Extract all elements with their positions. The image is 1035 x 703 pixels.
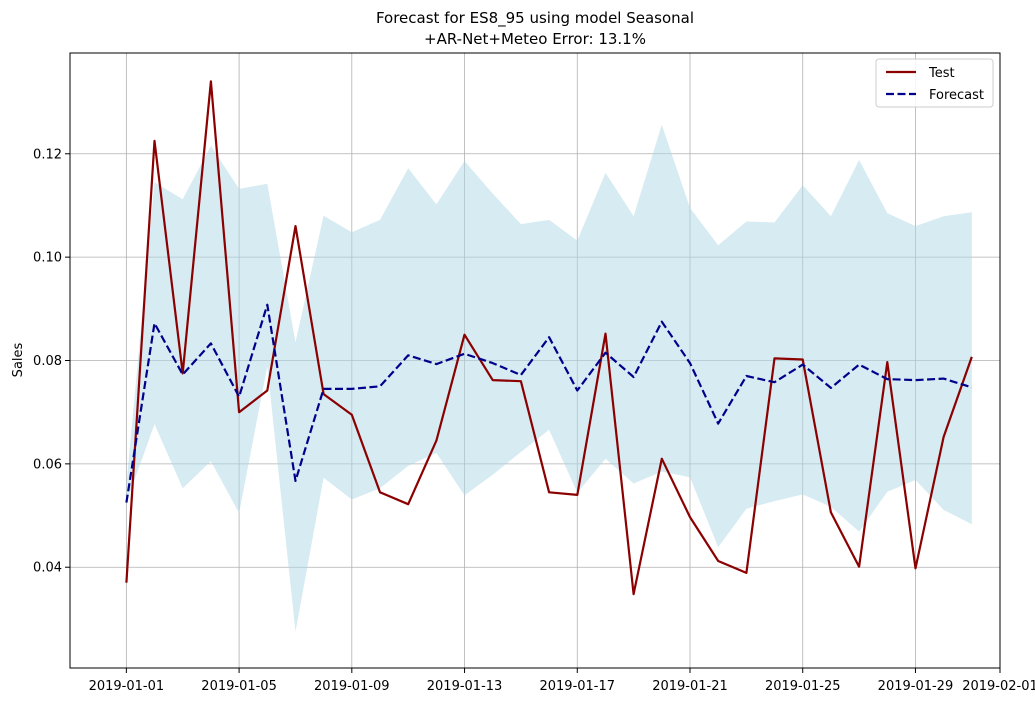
legend-label-test: Test <box>928 66 955 81</box>
x-tick-label: 2019-01-13 <box>427 679 503 694</box>
y-tick-label: 0.08 <box>33 354 62 369</box>
x-tick-label: 2019-01-09 <box>314 679 390 694</box>
chart-title-line-1: Forecast for ES8_95 using model Seasonal <box>376 9 694 28</box>
y-tick-label: 0.10 <box>33 251 62 266</box>
series-group <box>125 80 973 596</box>
chart-title-line-2: +AR-Net+Meteo Error: 13.1% <box>424 30 646 48</box>
x-tick-label: 2019-02-01 <box>962 679 1035 694</box>
confidence-band <box>126 124 972 632</box>
y-tick-label: 0.12 <box>33 147 62 162</box>
y-tick-label: 0.06 <box>33 457 62 472</box>
x-tick-label: 2019-01-29 <box>878 679 954 694</box>
y-tick-label: 0.04 <box>33 561 62 576</box>
legend-label-forecast: Forecast <box>929 88 984 103</box>
x-tick-label: 2019-01-21 <box>652 679 728 694</box>
confidence-band-group <box>126 124 972 632</box>
legend: Test Forecast <box>875 58 994 108</box>
x-tick-label: 2019-01-17 <box>539 679 615 694</box>
x-tick-label: 2019-01-05 <box>201 679 277 694</box>
series-line-test <box>125 80 973 596</box>
x-tick-label: 2019-01-25 <box>765 679 841 694</box>
series-line-forecast <box>125 303 973 503</box>
axis-ticks: 2019-01-01 2019-01-05 2019-01-09 2019-01-13… <box>33 147 1035 694</box>
x-tick-label: 2019-01-01 <box>89 679 165 694</box>
y-axis-label: Sales <box>11 342 26 377</box>
